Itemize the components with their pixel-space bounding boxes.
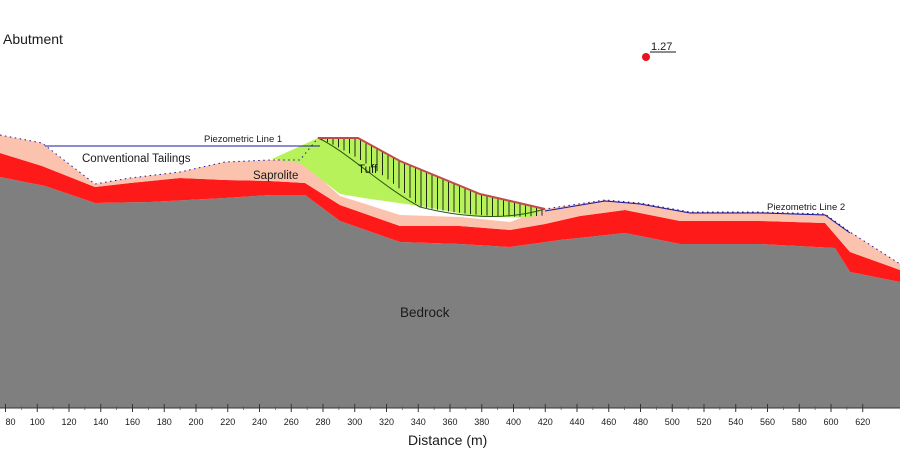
- x-tick-label: 460: [601, 417, 616, 427]
- slip-surface-slices: [321, 138, 543, 217]
- x-tick-label: 380: [474, 417, 489, 427]
- x-tick-label: 340: [411, 417, 426, 427]
- x-axis-ticks: 80 100 120 140 160 180 200 220 240 260 280 300 320 34…: [0, 404, 900, 427]
- label-saprolite: Saprolite: [253, 170, 298, 182]
- red-layer: [0, 153, 900, 282]
- x-tick-label: 540: [728, 417, 743, 427]
- x-tick-label: 500: [665, 417, 680, 427]
- x-tick-label: 320: [379, 417, 394, 427]
- x-tick-label: 160: [125, 417, 140, 427]
- x-tick-label: 180: [157, 417, 172, 427]
- label-bedrock: Bedrock: [400, 305, 450, 320]
- saprolite-layer: [0, 135, 900, 270]
- x-tick-label: 240: [252, 417, 267, 427]
- piezometric-line-2: [544, 200, 851, 234]
- x-tick-label: 220: [220, 417, 235, 427]
- x-tick-label: 600: [823, 417, 838, 427]
- x-tick-label: 260: [284, 417, 299, 427]
- x-tick-label: 360: [442, 417, 457, 427]
- x-tick-label: 440: [569, 417, 584, 427]
- x-tick-label: 520: [696, 417, 711, 427]
- x-tick-label: 620: [855, 417, 870, 427]
- x-tick-label: 560: [760, 417, 775, 427]
- x-tick-label: 140: [93, 417, 108, 427]
- x-tick-label: 580: [792, 417, 807, 427]
- x-tick-label: 120: [61, 417, 76, 427]
- label-conventional-tailings: Conventional Tailings: [82, 153, 191, 165]
- x-tick-label: 300: [347, 417, 362, 427]
- x-tick-label: 280: [315, 417, 330, 427]
- slip-surface-line: [317, 137, 546, 217]
- embankment-crest: [318, 137, 546, 210]
- x-tick-label: 80: [6, 417, 16, 427]
- x-tick-label: 420: [538, 417, 553, 427]
- fos-marker: [642, 53, 650, 61]
- label-tuff: Tuff: [358, 164, 378, 176]
- x-tick-label: 200: [188, 417, 203, 427]
- x-tick-label: 400: [506, 417, 521, 427]
- label-piezo-2: Piezometric Line 2: [767, 202, 845, 213]
- x-axis-title: Distance (m): [408, 432, 488, 448]
- tuff-zone: [272, 138, 545, 218]
- label-fos: 1.27: [651, 41, 672, 53]
- conventional-tailings-zone: [45, 146, 300, 184]
- bedrock-layer: [0, 177, 900, 408]
- ground-surface: [0, 134, 900, 265]
- x-tick-label: 100: [30, 417, 45, 427]
- label-piezo-1: Piezometric Line 1: [204, 134, 282, 145]
- x-tick-label: 480: [633, 417, 648, 427]
- label-abutment: Abutment: [3, 31, 63, 47]
